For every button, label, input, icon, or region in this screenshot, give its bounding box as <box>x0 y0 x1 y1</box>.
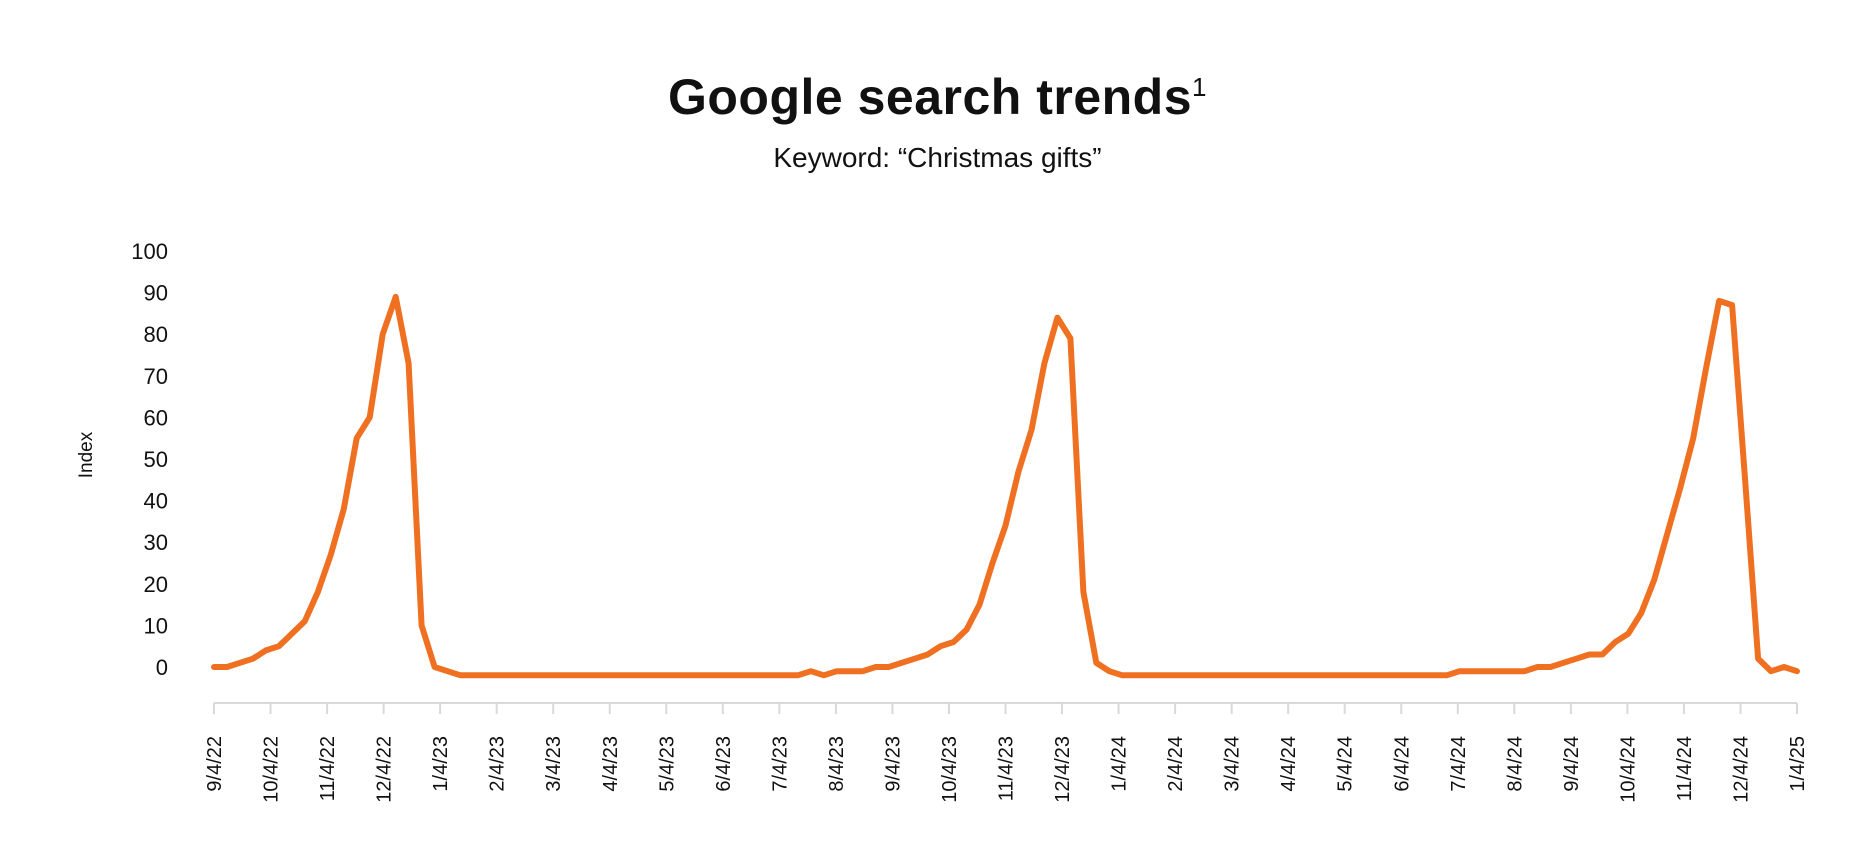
x-tick-label: 11/4/23 <box>996 736 1018 801</box>
y-tick-label: 50 <box>144 447 168 472</box>
y-tick-label: 10 <box>144 613 168 638</box>
y-tick-label: 100 <box>131 239 168 264</box>
x-tick-label: 10/4/23 <box>939 736 961 803</box>
y-tick-label: 0 <box>156 655 168 680</box>
x-tick-label: 3/4/24 <box>1222 736 1244 792</box>
x-tick-label: 12/4/23 <box>1052 736 1074 803</box>
x-tick-label: 8/4/23 <box>826 736 848 792</box>
y-tick-label: 30 <box>144 530 168 555</box>
x-tick-label: 11/4/24 <box>1674 736 1696 801</box>
x-tick-label: 4/4/23 <box>600 736 622 792</box>
x-tick-label: 6/4/23 <box>713 736 735 792</box>
chart-title: Google search trends1 <box>0 68 1875 126</box>
chart-subtitle: Keyword: “Christmas gifts” <box>773 142 1102 173</box>
x-tick-label: 9/4/23 <box>882 736 904 792</box>
x-tick-label: 4/4/24 <box>1278 736 1300 792</box>
title-footnote: 1 <box>1192 72 1207 102</box>
y-axis: 0 10 20 30 40 50 60 70 80 90 100 <box>131 239 168 680</box>
y-tick-label: 40 <box>144 489 168 514</box>
series-layer <box>211 293 1800 679</box>
x-tick-label: 2/4/24 <box>1165 736 1187 792</box>
x-tick-label: 1/4/23 <box>430 736 452 792</box>
y-tick-label: 80 <box>144 322 168 347</box>
y-tick-label: 70 <box>144 364 168 389</box>
x-tick-label: 11/4/22 <box>317 736 339 801</box>
x-tick-label: 5/4/24 <box>1335 736 1357 792</box>
x-tick-label: 7/4/23 <box>769 736 791 792</box>
y-tick-label: 20 <box>144 572 168 597</box>
x-tick-label: 10/4/24 <box>1617 736 1639 803</box>
x-axis: 9/4/22 10/4/22 11/4/22 12/4/22 1/4/23 2/4/23 3… <box>204 702 1809 803</box>
x-tick-label: 1/4/24 <box>1109 736 1131 792</box>
x-tick-label: 9/4/22 <box>204 736 226 792</box>
x-tick-label: 10/4/22 <box>261 736 283 803</box>
x-tick-label: 9/4/24 <box>1561 736 1583 792</box>
x-tick-label: 5/4/23 <box>656 736 678 792</box>
chart-title-text: Google search trends <box>667 69 1193 125</box>
y-axis-label: Index <box>76 431 97 478</box>
x-tick-label: 12/4/24 <box>1730 736 1752 803</box>
y-tick-label: 60 <box>144 405 168 430</box>
x-tick-label: 2/4/23 <box>487 736 509 792</box>
x-tick-label: 3/4/23 <box>543 736 565 792</box>
x-tick-label: 1/4/25 <box>1787 736 1809 792</box>
x-tick-label: 6/4/24 <box>1391 736 1413 792</box>
x-tick-label: 12/4/22 <box>374 736 396 803</box>
y-tick-label: 90 <box>144 281 168 306</box>
x-tick-label: 7/4/24 <box>1448 736 1470 792</box>
x-tick-label: 8/4/24 <box>1504 736 1526 792</box>
series-line-christmas-gifts <box>211 293 1800 679</box>
